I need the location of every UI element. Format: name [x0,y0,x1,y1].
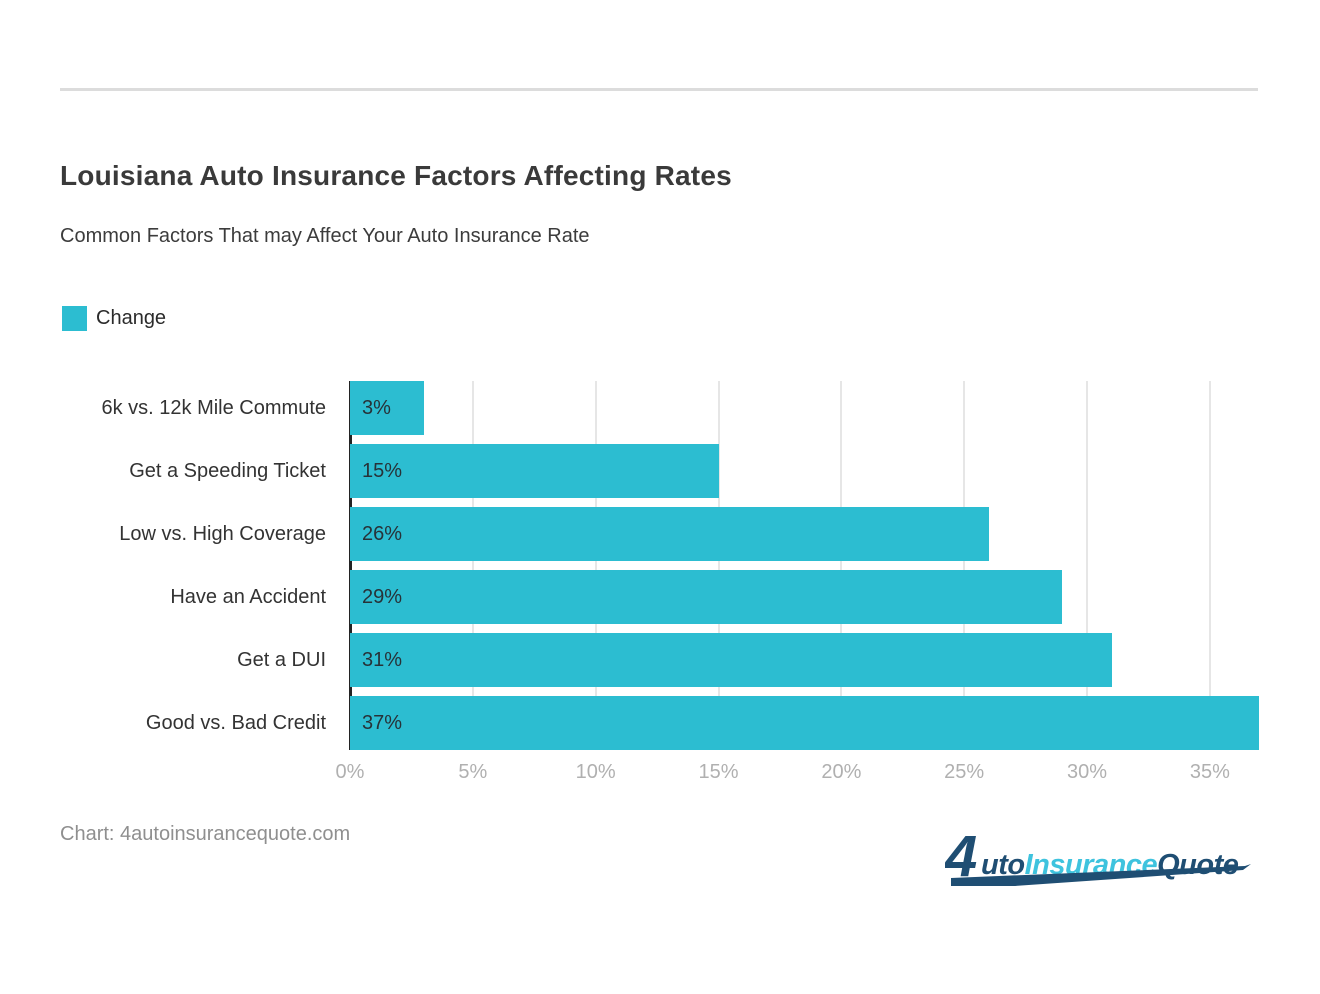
bar: 37% [350,696,1259,750]
legend: Change [62,306,166,331]
bar: 31% [350,633,1112,687]
x-tick-label: 15% [698,761,739,783]
bar: 26% [350,507,989,561]
brand-logo: 4 utoInsuranceQuote [945,826,1251,889]
category-label: Get a DUI [237,649,326,671]
bar-cell: 37% [350,696,1259,750]
chart-row: Low vs. High Coverage 26% [60,507,1259,561]
top-divider [60,88,1258,91]
chart-row: Have an Accident 29% [60,570,1259,624]
bar-cell: 31% [350,633,1259,687]
bar-value-label: 37% [362,711,403,734]
chart-rows: 6k vs. 12k Mile Commute 3% Get a Speedin… [60,381,1259,750]
gridline [1086,381,1089,750]
chart-row: 6k vs. 12k Mile Commute 3% [60,381,1259,435]
y-axis-line [349,381,352,750]
gridline [471,381,474,750]
x-tick-label: 20% [821,761,862,783]
logo-part-quote: Quote [1157,849,1239,881]
chart-row: Get a DUI 31% [60,633,1259,687]
x-tick-label: 25% [944,761,985,783]
bar: 3% [350,381,424,435]
bar-cell: 15% [350,444,1259,498]
bar-value-label: 15% [362,459,403,482]
legend-swatch-change [62,306,87,331]
bar-cell: 3% [350,381,1259,435]
chart-title: Louisiana Auto Insurance Factors Affecti… [60,160,732,191]
x-axis: 0% 5% 10% 15% 20% 25% 30% 35% [336,761,1259,787]
category-label: Low vs. High Coverage [119,523,326,545]
category-label: Have an Accident [170,586,326,608]
x-tick-label: 35% [1189,761,1230,783]
gridline [594,381,597,750]
gridline [717,381,720,750]
x-tick-label: 30% [1067,761,1108,783]
gridline [840,381,843,750]
logo-swoosh [951,864,1251,886]
category-label: 6k vs. 12k Mile Commute [101,397,326,419]
x-tick-label: 0% [335,761,365,783]
category-label: Get a Speeding Ticket [129,460,326,482]
source-credit: Chart: 4autoinsurancequote.com [60,823,351,845]
gridline [963,381,966,750]
bar-value-label: 3% [362,396,391,419]
chart-row: Get a Speeding Ticket 15% [60,444,1259,498]
bar: 15% [350,444,719,498]
bar-value-label: 26% [362,522,403,545]
bar-cell: 29% [350,570,1259,624]
chart-row: Good vs. Bad Credit 37% [60,696,1259,750]
bar-chart: 6k vs. 12k Mile Commute 3% Get a Speedin… [60,381,1259,750]
category-label: Good vs. Bad Credit [145,712,326,734]
x-tick-label: 10% [575,761,616,783]
bar-cell: 26% [350,507,1259,561]
bar-value-label: 31% [362,648,403,671]
bar: 29% [350,570,1063,624]
gridline [1208,381,1211,750]
legend-label-change: Change [96,307,167,329]
bar-value-label: 29% [362,585,403,608]
plot-area [349,381,1259,750]
chart-subtitle: Common Factors That may Affect Your Auto… [60,225,590,247]
x-tick-label: 5% [458,761,488,783]
svg-text:utoInsuranceQuote: utoInsuranceQuote [981,849,1239,881]
